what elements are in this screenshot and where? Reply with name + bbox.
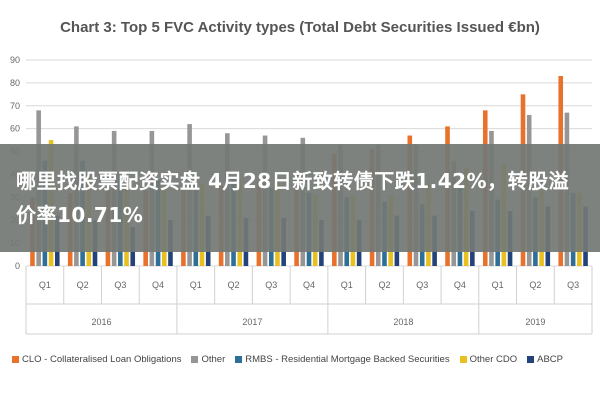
x-tick-label: Q3 [114,280,126,290]
legend-item: RMBS - Residential Mortgage Backed Secur… [235,353,450,365]
x-tick-label: Q4 [303,280,315,290]
x-tick-label: Q2 [228,280,240,290]
legend-label: RMBS - Residential Mortgage Backed Secur… [245,353,450,365]
y-tick-label: 80 [10,78,20,88]
y-tick-label: 90 [10,55,20,65]
year-label: 2019 [525,317,545,327]
x-tick-label: Q2 [77,280,89,290]
legend-swatch [235,355,243,363]
legend-item: CLO - Collateralised Loan Obligations [12,354,181,365]
legend-swatch [191,355,199,363]
year-label: 2016 [91,317,111,327]
year-label: 2017 [242,317,262,327]
y-tick-label: 0 [15,261,20,271]
legend-label: CLO - Collateralised Loan Obligations [22,353,182,365]
x-tick-label: Q2 [378,280,390,290]
year-label: 2018 [393,317,413,327]
overlay-banner: 哪里找股票配资实盘 4月28日新致转债下跌1.42%，转股溢价率10.71% [0,144,600,252]
x-tick-label: Q3 [567,280,579,290]
x-tick-label: Q4 [454,280,466,290]
legend-item: ABCP [527,354,563,365]
x-tick-label: Q2 [529,280,541,290]
x-tick-label: Q1 [341,280,353,290]
y-tick-label: 70 [10,101,20,111]
y-tick-label: 60 [10,124,20,134]
legend-item: Other [191,354,225,365]
legend-label: ABCP [537,353,563,365]
legend-swatch [527,355,535,363]
legend-swatch [12,355,19,363]
x-tick-label: Q1 [190,280,202,290]
legend-swatch [459,355,467,363]
legend-item: Other CDO [459,353,518,365]
x-tick-label: Q1 [492,280,504,290]
x-tick-label: Q1 [39,280,51,290]
x-tick-label: Q4 [152,280,164,290]
chart-legend: CLO - Collateralised Loan Obligations Oth… [12,351,592,367]
legend-label: Other [201,353,226,365]
legend-label: Other CDO [469,353,518,365]
x-tick-label: Q3 [416,280,428,290]
x-tick-label: Q3 [265,280,277,290]
chart-title: Chart 3: Top 5 FVC Activity types (Total… [60,19,540,36]
